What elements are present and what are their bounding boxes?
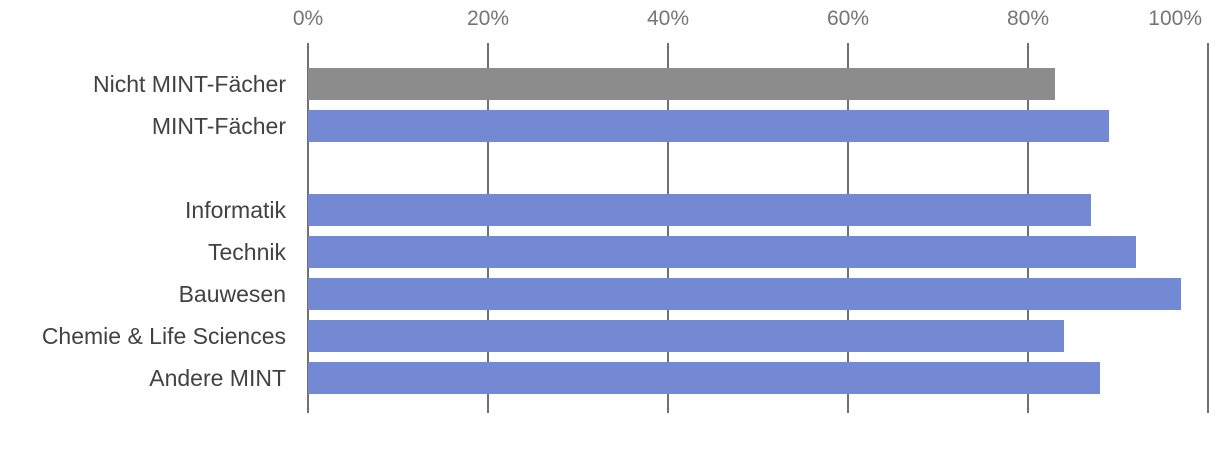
bar: [308, 320, 1064, 352]
gridline-100: [1207, 43, 1209, 413]
gridline-40: [667, 43, 669, 413]
category-label: Technik: [208, 239, 286, 265]
bar: [308, 278, 1181, 310]
x-tick-label: 80%: [1006, 7, 1050, 30]
bar: [308, 194, 1091, 226]
category-label: Bauwesen: [178, 281, 286, 307]
category-label: Andere MINT: [149, 365, 286, 391]
gridline-80: [1027, 43, 1029, 413]
bar: [308, 362, 1100, 394]
x-tick-label: 20%: [466, 7, 510, 30]
category-label: Nicht MINT-Fächer: [93, 71, 286, 97]
bar: [308, 236, 1136, 268]
bar: [308, 110, 1109, 142]
x-tick-label: 100%: [1148, 7, 1202, 30]
x-tick-label: 60%: [826, 7, 870, 30]
category-label: MINT-Fächer: [151, 113, 286, 139]
gridline-0: [307, 43, 309, 413]
x-tick-label: 0%: [292, 7, 324, 30]
gridline-20: [487, 43, 489, 413]
category-label: Chemie & Life Sciences: [41, 323, 286, 349]
category-label: Informatik: [185, 197, 286, 223]
gridline-60: [847, 43, 849, 413]
x-tick-label: 40%: [646, 7, 690, 30]
bar: [308, 68, 1055, 100]
